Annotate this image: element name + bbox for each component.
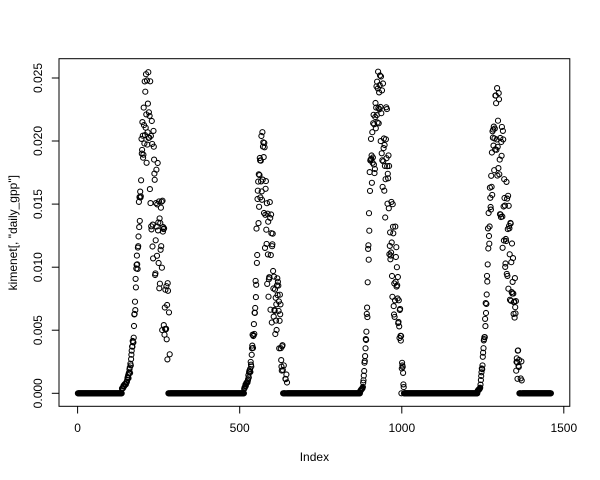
svg-text:0.020: 0.020 — [31, 126, 45, 156]
svg-text:500: 500 — [230, 421, 250, 435]
svg-text:0.010: 0.010 — [31, 252, 45, 282]
svg-text:0.015: 0.015 — [31, 189, 45, 219]
svg-text:1000: 1000 — [388, 421, 415, 435]
svg-text:0.005: 0.005 — [31, 315, 45, 345]
svg-text:0.000: 0.000 — [31, 378, 45, 408]
svg-text:kimenet[, "daily_gpp"]: kimenet[, "daily_gpp"] — [6, 175, 20, 290]
svg-text:1500: 1500 — [550, 421, 577, 435]
svg-text:0.025: 0.025 — [31, 63, 45, 93]
svg-text:Index: Index — [300, 450, 329, 464]
svg-text:0: 0 — [74, 421, 81, 435]
